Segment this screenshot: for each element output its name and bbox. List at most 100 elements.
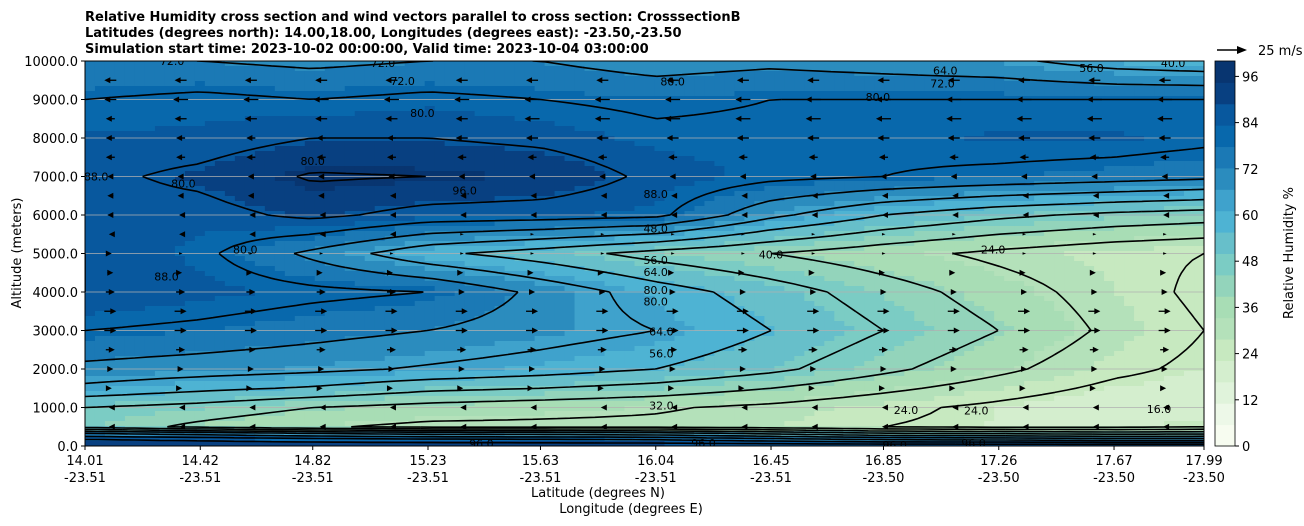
wind-vector	[881, 233, 886, 236]
title-line-1: Relative Humidity cross section and wind…	[85, 10, 741, 25]
wind-vector	[460, 192, 467, 199]
wind-vector	[949, 346, 959, 353]
wind-vector	[527, 385, 534, 392]
colorbar-band	[1215, 61, 1235, 83]
wind-vector	[458, 289, 465, 295]
wind-vector	[385, 77, 398, 84]
wind-vector	[811, 404, 818, 411]
wind-vector	[458, 173, 465, 180]
wind-vector	[319, 252, 324, 255]
contour-line-72	[85, 61, 1204, 442]
wind-vector	[1092, 252, 1097, 255]
wind-vector	[1091, 173, 1098, 180]
contour-label: 72.0	[390, 75, 415, 88]
wind-vector	[1089, 154, 1099, 161]
y-tick-label: 5000.0	[33, 248, 79, 263]
y-tick-label: 4000.0	[33, 286, 79, 301]
wind-vector	[881, 252, 886, 255]
wind-vector	[457, 269, 464, 276]
wind-vector	[526, 77, 539, 84]
contour-label: 96.0	[469, 438, 494, 451]
wind-vector	[389, 404, 396, 411]
y-tick-label: 8000.0	[33, 132, 79, 147]
colorbar-band	[1215, 360, 1235, 383]
contour-label: 96.0	[452, 185, 477, 198]
wind-vector	[176, 154, 186, 161]
wind-vector	[810, 173, 817, 180]
wind-vector	[1163, 252, 1167, 255]
wind-vector	[455, 308, 468, 315]
wind-vector	[597, 385, 604, 392]
wind-vector	[179, 252, 183, 255]
wind-vector	[526, 327, 539, 334]
colorbar-band	[1215, 274, 1235, 297]
contour-label: 96.0	[691, 437, 716, 450]
wind-vector	[596, 327, 609, 334]
wind-vector	[530, 423, 537, 430]
wind-vector	[530, 233, 535, 236]
wind-vector	[105, 250, 112, 257]
wind-vector	[313, 96, 329, 103]
wind-vector	[1089, 269, 1096, 276]
wind-vector	[179, 404, 186, 411]
wind-vector	[808, 269, 815, 276]
wind-vector	[1018, 327, 1031, 334]
wind-vector	[388, 366, 395, 372]
wind-vector	[529, 289, 536, 295]
wind-vector	[738, 154, 748, 161]
wind-vector	[600, 252, 605, 255]
wind-vector	[1019, 269, 1026, 276]
wind-vector	[527, 269, 534, 276]
contour-line-80	[85, 91, 1204, 444]
wind-vector	[739, 366, 746, 372]
contour-label: 16.0	[1147, 403, 1172, 416]
y-tick-label: 10000.0	[24, 55, 78, 70]
colorbar-band	[1215, 403, 1235, 426]
wind-vector	[877, 135, 890, 141]
wind-vector	[247, 173, 254, 180]
wind-vector	[246, 385, 253, 392]
wind-vector	[107, 366, 114, 372]
wind-vector	[104, 96, 117, 103]
x-tick-label-lat: 16.45	[752, 454, 789, 469]
contour-label: 80.0	[171, 177, 196, 190]
wind-vector	[808, 154, 818, 161]
wind-vector	[174, 77, 187, 84]
wind-vector	[1091, 289, 1098, 295]
wind-vector	[105, 289, 115, 295]
wind-vector	[881, 212, 888, 218]
wind-vector	[1022, 212, 1029, 218]
colorbar-band	[1215, 82, 1235, 105]
contour-label: 88.0	[84, 171, 109, 184]
wind-vector	[665, 96, 681, 103]
wind-vector	[176, 346, 186, 353]
colorbar-tick-label: 60	[1242, 209, 1259, 224]
wind-vector	[950, 366, 957, 372]
wind-vector	[878, 269, 885, 276]
colorbar-band	[1215, 317, 1235, 340]
wind-vector	[177, 173, 184, 180]
wind-vector	[952, 404, 959, 411]
wind-vector	[811, 192, 818, 199]
x-tick-label-lat: 15.63	[522, 454, 559, 469]
wind-vector	[600, 212, 607, 218]
wind-vector	[1158, 308, 1171, 315]
wind-vector	[949, 154, 959, 161]
wind-vector	[316, 346, 326, 353]
wind-vector	[952, 252, 956, 255]
wind-vector	[246, 269, 253, 276]
wind-vector	[1086, 115, 1102, 122]
wind-vector	[596, 77, 609, 84]
wind-vector	[1092, 233, 1097, 236]
wind-vector	[805, 96, 821, 103]
x-tick-label-lon: -23.51	[407, 471, 449, 486]
wind-vector	[104, 308, 117, 315]
wind-vector	[316, 269, 323, 276]
wind-vector	[594, 96, 610, 103]
wind-vector	[104, 77, 117, 84]
wind-vector	[530, 404, 537, 411]
wind-vector	[600, 192, 607, 199]
contour-label: 24.0	[894, 404, 919, 417]
wind-vector	[529, 366, 536, 372]
wind-vector	[1088, 135, 1101, 141]
